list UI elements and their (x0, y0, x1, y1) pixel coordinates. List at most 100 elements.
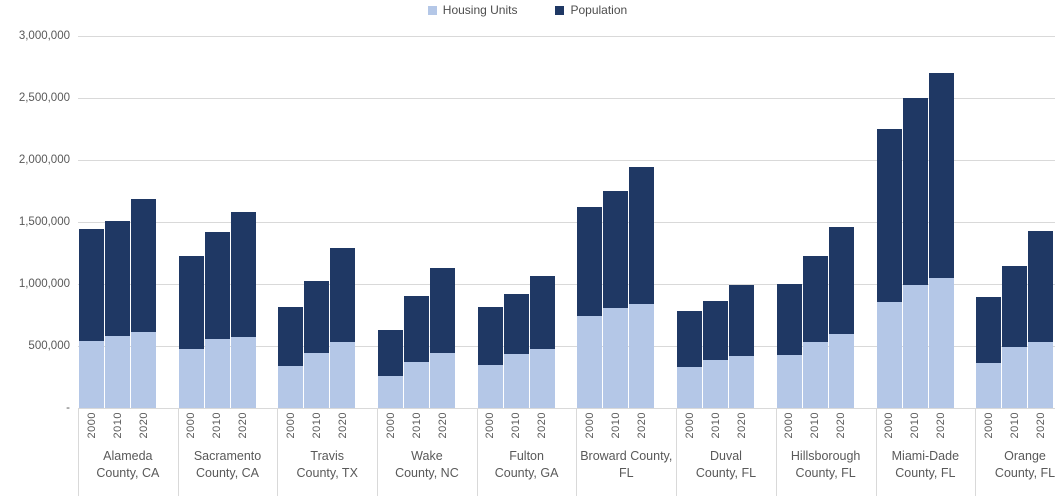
group-separator (377, 408, 379, 496)
housing-units-bar (677, 367, 703, 408)
group-separator (78, 408, 79, 496)
bar-cluster (677, 36, 755, 408)
year-tick-labels: 2000 2010 2020 (677, 412, 754, 448)
legend-swatch-population (555, 5, 565, 15)
year-tick-label: 2020 (635, 412, 648, 439)
bar-cluster (577, 36, 655, 408)
group-separator (975, 408, 977, 496)
housing-units-bar (902, 285, 928, 408)
housing-units-bar (230, 336, 256, 408)
legend: Housing Units Population (0, 3, 1055, 17)
year-tick-label: 2010 (909, 412, 921, 439)
year-tick-label: 2020 (237, 412, 250, 439)
housing-units-bar (477, 364, 503, 408)
year-tick-label: 2020 (137, 412, 150, 439)
bar-column-2000 (776, 36, 802, 408)
county-label: Wake County, NC (395, 449, 459, 480)
gridline (78, 346, 1055, 347)
housing-units-bar (105, 335, 130, 408)
bar-column-2010 (404, 36, 430, 408)
group-separator (576, 408, 578, 496)
bar-column-2010 (703, 36, 729, 408)
county-group: 2000 2010 2020 Alameda County, CA (78, 36, 178, 497)
year-tick-label: 2020 (835, 412, 848, 439)
housing-units-bar (776, 355, 802, 408)
year-tick-label: 2010 (310, 412, 323, 439)
bar-cluster (477, 36, 555, 408)
year-tick-label: 2020 (935, 412, 947, 439)
year-tick-label: 2000 (85, 412, 98, 439)
year-tick-label: 2020 (1034, 412, 1047, 439)
housing-units-bar (79, 341, 104, 408)
gridline (78, 284, 1055, 285)
year-tick-label: 2010 (410, 412, 423, 439)
group-separator (177, 408, 179, 496)
bar-column-2010 (204, 36, 230, 408)
bar-column-2000 (976, 36, 1002, 408)
housing-units-bar (430, 353, 456, 408)
group-separator (875, 408, 877, 496)
bar-column-2000 (677, 36, 703, 408)
bar-column-2000 (378, 36, 404, 408)
gridline (78, 222, 1055, 223)
y-tick-label: 2,000,000 (18, 154, 70, 166)
year-tick-labels: 2000 2010 2020 (577, 412, 654, 448)
group-separator (775, 408, 777, 496)
bar-column-2000 (577, 36, 603, 408)
year-tick-label: 2000 (783, 412, 796, 439)
year-tick-label: 2010 (709, 412, 722, 439)
housing-units-bar (577, 316, 603, 408)
county-label: Broward County, FL (580, 449, 673, 480)
bar-column-2010 (304, 36, 330, 408)
y-tick-label: - (66, 402, 70, 414)
housing-units-bar (503, 353, 529, 408)
bar-column-2020 (828, 36, 854, 408)
year-tick-label: 2020 (336, 412, 349, 439)
housing-units-bar (703, 359, 729, 408)
bar-column-2020 (230, 36, 256, 408)
group-separator (476, 408, 478, 496)
county-label: Alameda County, CA (96, 449, 160, 480)
y-tick-label: 1,000,000 (18, 278, 70, 290)
housing-units-bar (928, 278, 954, 408)
housing-units-bar (629, 303, 655, 408)
county-group: 2000 2010 2020 Miami-Dade County, FL (875, 36, 976, 497)
bar-column-2000 (477, 36, 503, 408)
bar-cluster (178, 36, 256, 408)
county-group: 2000 2010 2020 Duval County, FL (676, 36, 776, 497)
year-tick-label: 2020 (536, 412, 549, 439)
legend-item-housing-units: Housing Units (427, 3, 517, 17)
year-tick-label: 2010 (1008, 412, 1021, 439)
county-label: Sacramento County, CA (193, 449, 262, 480)
bar-column-2010 (802, 36, 828, 408)
bar-column-2000 (79, 36, 104, 408)
legend-label-population: Population (570, 3, 628, 17)
bar-cluster (976, 36, 1054, 408)
x-axis-line (78, 408, 1055, 409)
county-label: Hillsborough County, FL (790, 449, 861, 480)
housing-units-bar (330, 342, 356, 408)
y-tick-label: 3,000,000 (18, 30, 70, 42)
bar-column-2010 (1002, 36, 1028, 408)
group-separator (277, 408, 279, 496)
bar-column-2010 (503, 36, 529, 408)
bar-column-2010 (105, 36, 130, 408)
year-tick-label: 2000 (683, 412, 696, 439)
bar-column-2010 (902, 36, 928, 408)
housing-units-bar (603, 307, 629, 408)
year-tick-label: 2000 (583, 412, 596, 439)
year-tick-labels: 2000 2010 2020 (478, 412, 555, 448)
year-tick-label: 2000 (484, 412, 497, 439)
year-tick-labels: 2000 2010 2020 (79, 412, 156, 448)
gridline (78, 160, 1055, 161)
legend-swatch-housing-units (427, 5, 437, 15)
housing-units-bar (204, 339, 230, 408)
housing-units-bar (1002, 346, 1028, 408)
group-separator (676, 408, 678, 496)
bar-column-2020 (729, 36, 755, 408)
county-group: 2000 2010 2020 Broward County, FL (576, 36, 676, 497)
year-tick-label: 2010 (111, 412, 124, 439)
year-tick-label: 2000 (982, 412, 995, 439)
legend-item-population: Population (555, 3, 627, 17)
county-group: 2000 2010 2020 Wake County, NC (377, 36, 477, 497)
